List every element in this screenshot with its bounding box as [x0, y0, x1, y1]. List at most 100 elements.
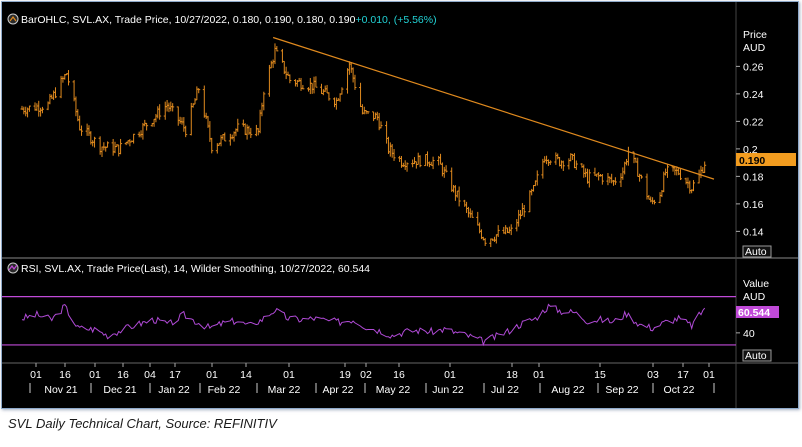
ohlc-bar: [176, 106, 180, 126]
ohlc-bar: [197, 88, 201, 94]
ohlc-bar: [106, 141, 110, 148]
ohlc-bar: [61, 76, 65, 83]
ohlc-bar: [87, 125, 91, 136]
x-day-tick-label: 19: [339, 369, 351, 381]
ohlc-bar: [452, 184, 456, 193]
x-month-label: Oct 22: [664, 384, 695, 396]
ohlc-bar: [182, 117, 186, 132]
ohlc-bar: [405, 162, 409, 172]
price-y-tick-label: 0.26: [743, 61, 764, 73]
ohlc-bar: [74, 96, 78, 117]
ohlc-bar: [351, 67, 355, 83]
ohlc-bar: [699, 165, 703, 179]
ohlc-bar: [293, 79, 297, 87]
ohlc-bar: [210, 137, 214, 154]
x-day-tick-label: 01: [533, 369, 545, 381]
ohlc-bar: [585, 168, 589, 184]
price-auto-button[interactable]: Auto: [742, 245, 772, 258]
ohlc-bar: [492, 236, 496, 242]
ohlc-bar: [688, 180, 692, 194]
ohlc-bar: [310, 82, 314, 94]
ohlc-bar: [241, 119, 245, 127]
ohlc-bar: [375, 111, 379, 121]
ohlc-bar: [275, 46, 279, 52]
ohlc-bar: [548, 160, 552, 165]
ohlc-bar: [519, 210, 523, 220]
x-day-tick-label: 01: [206, 369, 218, 381]
ohlc-bar: [665, 164, 669, 178]
ohlc-bar: [366, 111, 370, 115]
ohlc-bar: [40, 106, 44, 114]
ohlc-bar: [215, 143, 219, 154]
x-month-label: Sep 22: [605, 384, 638, 396]
ohlc-bar: [85, 123, 89, 136]
ohlc-bar: [610, 173, 614, 184]
x-day-tick-label: 16: [393, 369, 405, 381]
ohlc-bar: [457, 186, 461, 207]
ohlc-bar: [416, 152, 420, 165]
ohlc-bar: [230, 134, 234, 140]
x-day-tick-label: 16: [59, 369, 71, 381]
ohlc-bar: [530, 188, 534, 196]
ohlc-bar: [236, 118, 240, 132]
ohlc-bar: [424, 153, 428, 167]
ohlc-bar: [373, 112, 377, 120]
ohlc-bar: [466, 206, 470, 218]
x-day-tick-label: 17: [169, 369, 181, 381]
ohlc-bar: [450, 167, 454, 192]
ohlc-bar: [636, 157, 640, 177]
ohlc-bar: [260, 102, 264, 117]
rsi-auto-button[interactable]: Auto: [742, 349, 772, 362]
ohlc-bar: [93, 136, 97, 148]
ohlc-bar: [600, 173, 604, 185]
svg-text:BarOHLC, SVL.AX, Trade Price,: BarOHLC, SVL.AX, Trade Price, 10/27/2022…: [21, 14, 437, 26]
ohlc-bar: [684, 177, 688, 185]
rsi-value-tag: 60.544: [736, 306, 779, 319]
x-month-label: Aug 22: [551, 384, 584, 396]
ohlc-bar: [489, 238, 493, 248]
rsi-level-lines: [2, 296, 736, 346]
ohlc-bar: [67, 70, 71, 86]
ohlc-bar: [520, 203, 524, 216]
ohlc-bar: [100, 146, 104, 157]
ohlc-bar: [390, 144, 394, 158]
ohlc-bar: [522, 204, 526, 218]
ohlc-bar: [128, 139, 132, 147]
x-day-tick-label: 01: [30, 369, 42, 381]
ohlc-bar: [453, 185, 457, 201]
ohlc-bar: [444, 165, 448, 173]
ohlc-bar: [608, 176, 612, 183]
ohlc-bar: [359, 82, 363, 108]
trendline-segment: [272, 36, 715, 180]
ohlc-bar: [504, 225, 508, 235]
ohlc-bar: [35, 103, 39, 111]
price-y-tick-label: 0.16: [743, 199, 764, 211]
ohlc-bar: [496, 225, 500, 238]
ohlc-bar: [59, 75, 63, 99]
ohlc-bar: [379, 121, 383, 129]
ohlc-bar: [321, 89, 325, 96]
x-month-label: May 22: [376, 384, 411, 396]
ohlc-bar: [346, 68, 350, 94]
ohlc-bar: [392, 148, 396, 161]
ohlc-bar: [243, 123, 247, 136]
ohlc-bar: [288, 74, 292, 84]
ohlc-bar: [652, 199, 656, 205]
ohlc-bar: [639, 174, 643, 179]
chart-canvas: BarOHLC, SVL.AX, Trade Price, 10/27/2022…: [2, 2, 798, 408]
ohlc-bar: [470, 210, 474, 218]
ohlc-bar: [249, 127, 253, 139]
ohlc-bar: [440, 162, 444, 177]
ohlc-bar: [171, 103, 175, 112]
ohlc-bar: [299, 77, 303, 91]
ohlc-bar: [468, 208, 472, 218]
ohlc-bar: [494, 234, 498, 244]
ohlc-bar: [167, 102, 171, 113]
ohlc-bar: [515, 219, 519, 232]
x-month-label: Jun 22: [432, 384, 464, 396]
ohlc-bar: [412, 157, 416, 165]
ohlc-bar: [327, 92, 331, 101]
ohlc-bar: [145, 122, 149, 131]
ohlc-bar: [561, 160, 565, 171]
ohlc-bar: [572, 153, 576, 169]
